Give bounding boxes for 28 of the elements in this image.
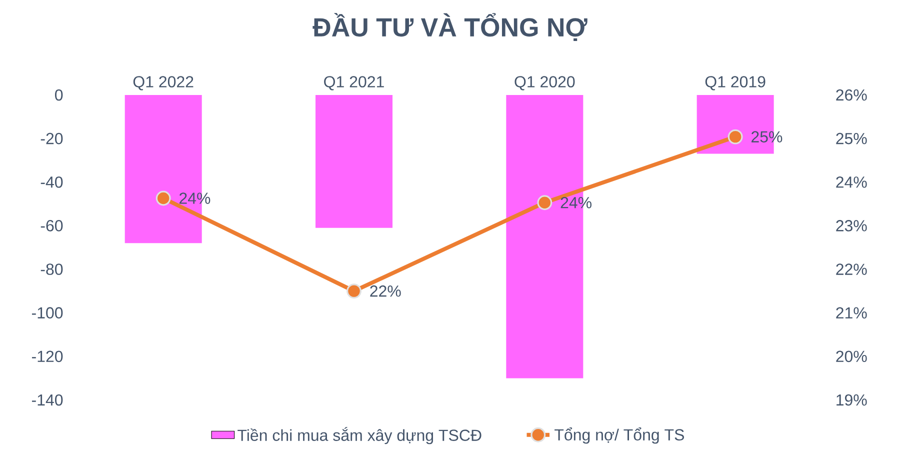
y2-tick-label: 26% — [836, 89, 867, 101]
y-tick-label: -140 — [32, 394, 63, 406]
y-tick-label: -60 — [40, 220, 63, 232]
y2-tick-label: 25% — [836, 132, 867, 144]
x-tick-label: Q1 2020 — [514, 76, 575, 90]
y2-tick-label: 19% — [836, 394, 867, 406]
data-label: 22% — [370, 285, 401, 297]
legend-label: Tổng nợ/ Tổng TS — [554, 427, 684, 444]
x-tick-label: Q1 2022 — [133, 76, 194, 90]
y2-tick-label: 21% — [836, 307, 867, 318]
y-tick-label: -40 — [40, 176, 63, 188]
y2-tick-label: 23% — [836, 220, 867, 232]
point — [728, 129, 743, 144]
x-tick-label: Q1 2021 — [324, 76, 384, 90]
x-tick-label: Q1 2019 — [705, 76, 766, 90]
y-tick-label: -80 — [40, 264, 63, 275]
point — [346, 284, 362, 299]
y-tick-label: -20 — [40, 132, 63, 144]
y2-tick-label: 22% — [836, 264, 867, 275]
y-tick-label: 0 — [55, 89, 63, 101]
y-tick-label: -120 — [32, 350, 63, 362]
point — [537, 195, 552, 210]
y2-tick-label: 20% — [836, 350, 867, 362]
legend-label: Tiền chi mua sắm xây dựng TSCĐ — [238, 426, 482, 444]
chart-title: ĐẦU TƯ VÀ TỔNG NỢ — [312, 13, 588, 41]
y2-tick-label: 24% — [836, 176, 867, 188]
y-tick-label: -100 — [32, 307, 63, 318]
point — [156, 190, 171, 206]
